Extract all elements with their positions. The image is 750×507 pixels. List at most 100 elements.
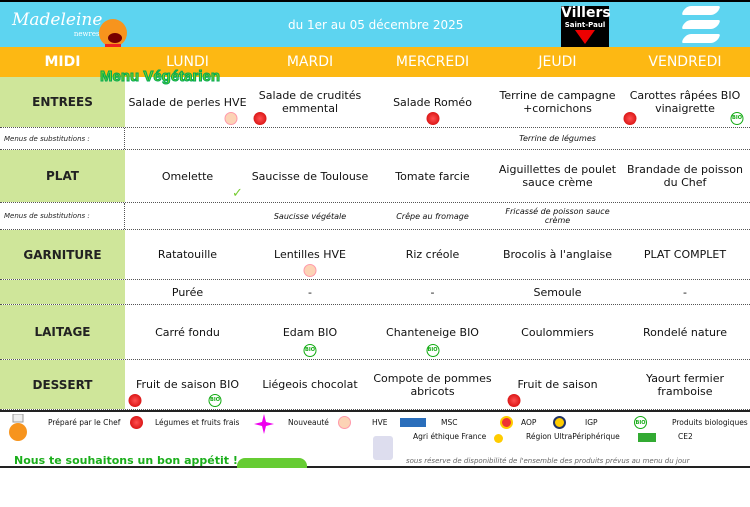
- menu-item-text: Yaourt fermier framboise: [645, 371, 724, 398]
- menu-item: Fruit de saison: [495, 360, 620, 409]
- menu-item-text: Carré fondu: [155, 325, 220, 339]
- hve-icon: [338, 416, 351, 429]
- menu-item: Lentilles HVE: [250, 230, 370, 279]
- menu-item: Carottes râpées BIO vinaigrette BIO: [620, 77, 750, 127]
- menu-item-text: Saucisse végétale: [273, 211, 347, 221]
- menu-item: Terrine de campagne +cornichons: [495, 77, 620, 127]
- menu-item: Aiguillettes de poulet sauce crème: [495, 150, 620, 202]
- menu-item-text: Riz créole: [405, 248, 460, 261]
- menu-item-text: Purée: [171, 285, 204, 299]
- menu-item-text: Lentilles HVE: [274, 248, 346, 261]
- rup-icon: [494, 434, 503, 443]
- bush-image: [237, 458, 307, 468]
- legend-bio: Produits biologiques: [672, 418, 748, 427]
- menu-item: Rondelé nature: [620, 305, 750, 359]
- menu-row: LAITAGE Carré fondu Edam BIO BIO Chanteneige…: [0, 305, 750, 360]
- days-bar: MIDI LUNDI MARDI MERCREDI JEUDI VENDREDI: [0, 47, 750, 77]
- menu-item: Semoule: [495, 280, 620, 304]
- town-sub: Saint-Paul: [564, 21, 606, 29]
- msc-icon: [400, 418, 426, 427]
- menu-item-text: Fruit de saison: [517, 378, 598, 391]
- menu-item-text: PLAT COMPLET: [643, 248, 727, 261]
- menu-item-text: Semoule: [533, 285, 582, 299]
- menu-item: Riz créole: [370, 230, 495, 279]
- menu-item: Carré fondu: [125, 305, 250, 359]
- fresh-icon: [623, 112, 637, 125]
- menu-item-text: Salade de perles HVE: [128, 95, 247, 109]
- fresh-icon: [130, 416, 143, 429]
- legend-fresh: Légumes et fruits frais: [155, 418, 240, 427]
- veg-check-icon: ✓: [232, 186, 243, 201]
- menu-item-text: Carottes râpées BIO vinaigrette: [629, 89, 741, 115]
- menu-item-text: Fruit de saison BIO: [135, 378, 240, 391]
- menu-item: [620, 128, 750, 149]
- fresh-icon: [507, 394, 521, 407]
- legend-chef: Préparé par le Chef: [48, 418, 121, 427]
- menu-item: Omelette ✓: [125, 150, 250, 202]
- legend-hve: HVE: [372, 418, 388, 427]
- bio-icon: BIO: [303, 344, 317, 357]
- menu-item-text: Fricassé de poisson sauce crème: [505, 207, 610, 225]
- menu-item: Purée: [125, 280, 250, 304]
- menu-item: [125, 203, 250, 229]
- ce2-icon: [638, 433, 656, 442]
- bio-icon: BIO: [730, 112, 744, 125]
- menu-item: Salade Roméo: [370, 77, 495, 127]
- fresh-icon: [253, 112, 267, 125]
- menu-row: GARNITURE Ratatouille Lentilles HVE Riz cré…: [0, 230, 750, 280]
- menu-item-text: Rondelé nature: [643, 325, 727, 339]
- menu-item: [250, 128, 370, 149]
- brand-sub: newrest: [73, 30, 103, 38]
- star-icon: [254, 414, 274, 434]
- menu-item: Crêpe au fromage: [370, 203, 495, 229]
- disclaimer: sous réserve de disponibilité de l'ensem…: [406, 457, 690, 465]
- row-label: GARNITURE: [0, 230, 125, 279]
- day-mercredi: MERCREDI: [395, 54, 470, 70]
- menu-item-text: Chanteneige BIO: [386, 325, 479, 339]
- menu-type: Menu Végétarien: [99, 68, 221, 86]
- legend-new: Nouveauté: [288, 418, 329, 427]
- menu-item-text: -: [430, 285, 435, 299]
- bio-icon: BIO: [426, 344, 439, 357]
- menu-item: -: [250, 280, 370, 304]
- menu-item: Salade de perles HVE: [125, 77, 250, 127]
- menu-item-text: Aiguillettes de poulet sauce crème: [498, 163, 617, 189]
- menu-row: PLAT Omelette ✓ Saucisse de Toulouse Tomate …: [0, 150, 750, 203]
- bio-icon: BIO: [634, 416, 647, 429]
- date-range: du 1er au 05 décembre 2025: [288, 18, 464, 32]
- legend-rup: Région UltraPériphérique: [526, 432, 620, 441]
- row-label: [0, 280, 125, 304]
- aop-icon: [500, 416, 513, 429]
- menu-item: Chanteneige BIO BIO: [370, 305, 495, 359]
- menu-item-text: Salade de crudités emmental: [258, 89, 362, 115]
- menu-item-text: Omelette: [161, 169, 214, 183]
- menu-item-text: Terrine de légumes: [519, 134, 596, 143]
- menu-item-text: Ratatouille: [157, 248, 218, 261]
- menu-item: Brocolis à l'anglaise: [495, 230, 620, 279]
- menu-item: Salade de crudités emmental: [250, 77, 370, 127]
- menu-row: Purée - - Semoule -: [0, 280, 750, 305]
- town-name: Villers: [561, 5, 611, 21]
- day-lundi: LUNDI: [166, 54, 209, 70]
- footer-message: Nous te souhaitons un bon appétit !: [14, 454, 238, 467]
- menu-item: Tomate farcie: [370, 150, 495, 202]
- brand-name: Madeleine: [12, 10, 103, 30]
- row-label: ENTREES: [0, 77, 125, 127]
- menu-item-text: Terrine de campagne +cornichons: [499, 89, 616, 115]
- hve-icon: [224, 112, 238, 125]
- town-logo: Villers Saint-Paul: [561, 5, 611, 52]
- menu-row: ENTREES Salade de perles HVE Salade de cru…: [0, 77, 750, 128]
- agri-icon: [373, 436, 393, 460]
- menu-item-text: -: [308, 285, 312, 299]
- menu-item: Saucisse végétale: [250, 203, 370, 229]
- day-midi: MIDI: [44, 54, 81, 70]
- menu-item-text: Tomate farcie: [395, 169, 470, 183]
- legend-ce2: CE2: [678, 432, 693, 441]
- row-label: LAITAGE: [0, 305, 125, 359]
- menu-item-text: Edam BIO: [282, 325, 338, 339]
- fresh-icon: [426, 112, 439, 125]
- menu-item: Edam BIO BIO: [250, 305, 370, 359]
- brand-logo: Madeleine newrest: [12, 10, 102, 38]
- menu-item: Terrine de légumes: [495, 128, 620, 149]
- menu-item: Coulommiers: [495, 305, 620, 359]
